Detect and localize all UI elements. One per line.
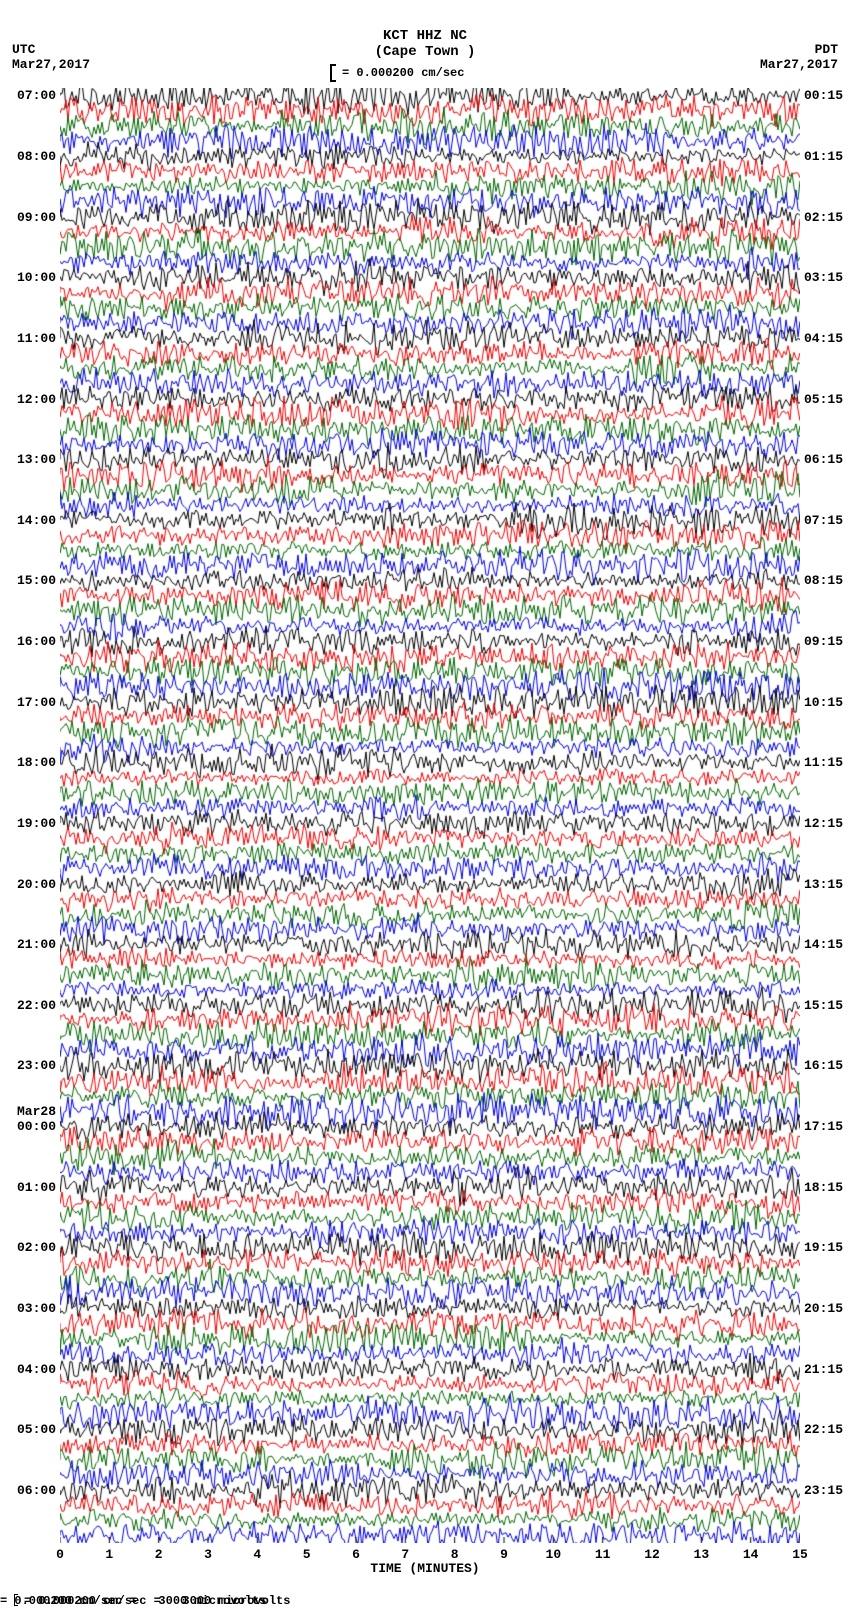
helicorder-canvas <box>60 88 800 1543</box>
x-tick-label: 2 <box>155 1547 163 1562</box>
pdt-time-label: 10:15 <box>800 695 843 710</box>
utc-time-label: 05:00 <box>2 1422 60 1437</box>
x-tick-label: 5 <box>303 1547 311 1562</box>
pdt-time-label: 21:15 <box>800 1362 843 1377</box>
tz-left: UTC <box>12 42 35 57</box>
x-tick-label: 3 <box>204 1547 212 1562</box>
x-tick-label: 11 <box>595 1547 611 1562</box>
utc-time-label: 14:00 <box>2 513 60 528</box>
utc-time-label: 13:00 <box>2 452 60 467</box>
utc-time-label: Mar28 <box>2 1104 60 1119</box>
utc-time-label: 02:00 <box>2 1240 60 1255</box>
pdt-time-label: 09:15 <box>800 634 843 649</box>
date-left: Mar27,2017 <box>12 57 90 72</box>
pdt-time-label: 12:15 <box>800 816 843 831</box>
utc-time-label: 09:00 <box>2 210 60 225</box>
pdt-time-label: 06:15 <box>800 452 843 467</box>
footer-scale-text-visible: = 0.000200 cm/sec = 3000 microvolts <box>24 1594 290 1608</box>
utc-time-label: 07:00 <box>2 88 60 103</box>
x-tick-label: 12 <box>644 1547 660 1562</box>
pdt-time-label: 11:15 <box>800 755 843 770</box>
x-tick-label: 7 <box>401 1547 409 1562</box>
pdt-time-label: 22:15 <box>800 1422 843 1437</box>
utc-time-label: 10:00 <box>2 270 60 285</box>
x-tick-label: 14 <box>743 1547 759 1562</box>
pdt-time-label: 15:15 <box>800 998 843 1013</box>
utc-time-label: 00:00 <box>2 1119 60 1134</box>
x-tick-label: 1 <box>105 1547 113 1562</box>
pdt-time-label: 05:15 <box>800 392 843 407</box>
pdt-time-label: 20:15 <box>800 1301 843 1316</box>
utc-time-label: 21:00 <box>2 937 60 952</box>
x-tick-label: 9 <box>500 1547 508 1562</box>
utc-time-label: 01:00 <box>2 1180 60 1195</box>
pdt-time-label: 03:15 <box>800 270 843 285</box>
date-right: Mar27,2017 <box>760 57 838 72</box>
x-tick-label: 13 <box>694 1547 710 1562</box>
utc-time-label: 19:00 <box>2 816 60 831</box>
x-tick-label: 10 <box>546 1547 562 1562</box>
scale-label: = 0.000200 cm/sec <box>342 66 464 80</box>
station-location: (Cape Town ) <box>375 44 476 60</box>
pdt-time-label: 04:15 <box>800 331 843 346</box>
pdt-time-label: 19:15 <box>800 1240 843 1255</box>
x-tick-label: 0 <box>56 1547 64 1562</box>
x-tick-label: 4 <box>253 1547 261 1562</box>
utc-time-label: 15:00 <box>2 573 60 588</box>
utc-time-label: 06:00 <box>2 1483 60 1498</box>
utc-time-label: 23:00 <box>2 1058 60 1073</box>
x-tick-label: 6 <box>352 1547 360 1562</box>
pdt-time-label: 01:15 <box>800 149 843 164</box>
pdt-time-label: 00:15 <box>800 88 843 103</box>
utc-time-label: 08:00 <box>2 149 60 164</box>
utc-time-label: 16:00 <box>2 634 60 649</box>
x-axis-title: TIME (MINUTES) <box>370 1561 479 1576</box>
utc-time-label: 03:00 <box>2 1301 60 1316</box>
helicorder-plot: 07:0008:0009:0010:0011:0012:0013:0014:00… <box>60 88 800 1543</box>
pdt-time-label: 13:15 <box>800 877 843 892</box>
utc-time-label: 04:00 <box>2 1362 60 1377</box>
pdt-time-label: 14:15 <box>800 937 843 952</box>
utc-time-label: 22:00 <box>2 998 60 1013</box>
pdt-time-label: 23:15 <box>800 1483 843 1498</box>
pdt-time-label: 16:15 <box>800 1058 843 1073</box>
seismogram-page: KCT HHZ NC (Cape Town ) UTC Mar27,2017 P… <box>0 0 850 1613</box>
utc-time-label: 20:00 <box>2 877 60 892</box>
pdt-time-label: 02:15 <box>800 210 843 225</box>
utc-time-label: 17:00 <box>2 695 60 710</box>
tz-right: PDT <box>815 42 838 57</box>
x-tick-label: 15 <box>792 1547 808 1562</box>
pdt-time-label: 18:15 <box>800 1180 843 1195</box>
x-tick-label: 8 <box>451 1547 459 1562</box>
pdt-time-label: 08:15 <box>800 573 843 588</box>
pdt-time-label: 17:15 <box>800 1119 843 1134</box>
utc-time-label: 18:00 <box>2 755 60 770</box>
utc-time-label: 12:00 <box>2 392 60 407</box>
station-id: KCT HHZ NC <box>383 28 467 44</box>
utc-time-label: 11:00 <box>2 331 60 346</box>
pdt-time-label: 07:15 <box>800 513 843 528</box>
scale-bar-icon <box>330 64 336 82</box>
